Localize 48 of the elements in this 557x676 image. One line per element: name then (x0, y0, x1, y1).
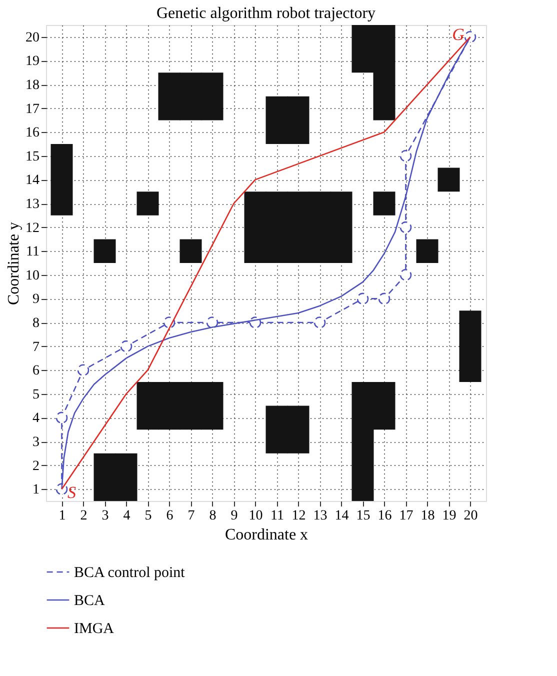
y-tick-label: 3 (32, 435, 40, 450)
y-tick-label: 5 (32, 387, 40, 402)
x-tick-label: 7 (188, 508, 195, 524)
y-tick-label: 11 (26, 244, 40, 260)
y-tick-label: 4 (32, 411, 40, 426)
legend-label: IMGA (74, 621, 114, 637)
x-axis-title: Coordinate x (224, 526, 308, 544)
annotation: S (68, 483, 76, 502)
x-tick-label: 14 (334, 508, 349, 524)
x-tick-label: 3 (102, 508, 109, 524)
y-tick-label: 20 (26, 30, 40, 46)
legend-label: BCA control point (74, 565, 186, 581)
y-axis-title: Coordinate y (6, 222, 22, 306)
x-tick-label: 16 (378, 508, 392, 524)
y-tick-label: 6 (32, 364, 40, 379)
x-tick-label: 8 (209, 508, 216, 524)
x-tick-label: 4 (123, 508, 130, 524)
x-tick-label: 9 (230, 508, 238, 524)
x-tick-label: 17 (399, 508, 414, 524)
x-tick-label: 6 (166, 508, 174, 524)
x-tick-label: 18 (420, 508, 435, 524)
y-tick-label: 14 (26, 173, 40, 188)
y-tick-label: 10 (26, 268, 40, 284)
y-tick-label: 1 (32, 482, 40, 498)
y-tick-label: 17 (26, 102, 40, 117)
x-tick-label: 5 (144, 508, 152, 524)
x-tick-label: 1 (58, 508, 66, 524)
y-tick-label: 16 (26, 126, 40, 141)
y-tick-label: 12 (26, 220, 40, 236)
chart-title: Genetic algorithm robot trajectory (156, 5, 376, 22)
y-tick-label: 8 (32, 316, 40, 331)
y-tick-label: 18 (26, 78, 40, 93)
x-tick-label: 11 (270, 508, 284, 524)
legend-label: BCA (74, 593, 106, 609)
y-tick-label: 7 (32, 340, 40, 355)
y-tick-label: 13 (26, 197, 40, 212)
annotation: G (452, 24, 464, 44)
x-tick-label: 12 (292, 508, 306, 524)
x-tick-label: 13 (313, 508, 328, 524)
x-tick-label: 2 (80, 508, 88, 524)
y-tick-label: 2 (32, 458, 40, 474)
x-tick-label: 10 (248, 508, 263, 524)
x-tick-label: 19 (442, 508, 456, 524)
x-tick-label: 20 (464, 508, 478, 524)
y-tick-label: 19 (26, 54, 40, 70)
y-tick-label: 9 (32, 292, 40, 308)
y-tick-label: 15 (26, 149, 40, 164)
x-tick-label: 15 (356, 508, 370, 524)
